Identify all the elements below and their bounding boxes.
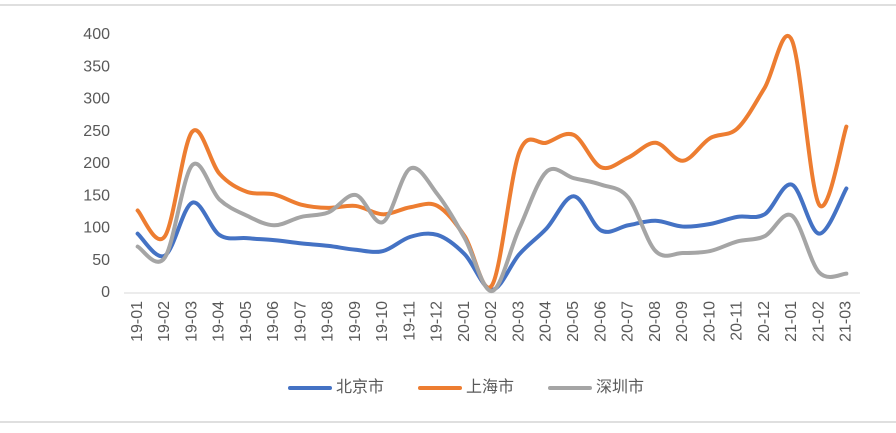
y-tick-label: 50 xyxy=(92,252,110,269)
x-tick-label: 20-07 xyxy=(620,301,637,342)
x-tick-label: 19-06 xyxy=(265,301,282,342)
x-tick-label: 20-04 xyxy=(538,301,555,342)
x-tick-label: 20-01 xyxy=(456,301,473,342)
x-tick-label: 21-03 xyxy=(838,301,855,342)
x-tick-label: 19-03 xyxy=(183,301,200,342)
series-line xyxy=(135,34,849,290)
legend-label: 上海市 xyxy=(466,378,514,396)
y-tick-label: 100 xyxy=(83,220,110,237)
y-tick-label: 400 xyxy=(83,26,110,43)
x-tick-label: 20-08 xyxy=(647,301,664,342)
series-line xyxy=(135,161,849,294)
x-tick-label: 20-12 xyxy=(756,301,773,342)
x-tick-label: 20-02 xyxy=(483,301,500,342)
x-tick-label: 19-01 xyxy=(129,301,146,342)
x-tick-label: 19-05 xyxy=(238,301,255,342)
x-tick-label: 20-03 xyxy=(510,301,527,342)
x-tick-label: 19-04 xyxy=(211,301,228,342)
y-tick-label: 200 xyxy=(83,155,110,172)
y-tick-label: 250 xyxy=(83,123,110,140)
x-tick-label: 19-02 xyxy=(156,301,173,342)
x-tick-label: 20-10 xyxy=(701,301,718,342)
x-tick-label: 20-09 xyxy=(674,301,691,342)
x-tick-label: 20-05 xyxy=(565,301,582,342)
x-tick-label: 19-07 xyxy=(292,301,309,342)
x-tick-label: 20-06 xyxy=(592,301,609,342)
x-tick-label: 19-11 xyxy=(401,301,418,341)
x-tick-label: 19-10 xyxy=(374,301,391,342)
y-tick-label: 300 xyxy=(83,91,110,108)
x-tick-label: 19-09 xyxy=(347,301,364,342)
x-tick-label: 19-08 xyxy=(320,301,337,342)
y-tick-label: 350 xyxy=(83,58,110,75)
x-tick-label: 21-02 xyxy=(810,301,827,342)
x-tick-label: 19-12 xyxy=(429,301,446,342)
y-tick-label: 150 xyxy=(83,187,110,204)
x-tick-label: 20-11 xyxy=(729,301,746,341)
x-tick-label: 21-01 xyxy=(783,301,800,342)
legend-label: 深圳市 xyxy=(596,378,644,396)
y-tick-label: 0 xyxy=(101,284,110,301)
legend-label: 北京市 xyxy=(336,378,384,396)
series-line xyxy=(135,182,849,292)
